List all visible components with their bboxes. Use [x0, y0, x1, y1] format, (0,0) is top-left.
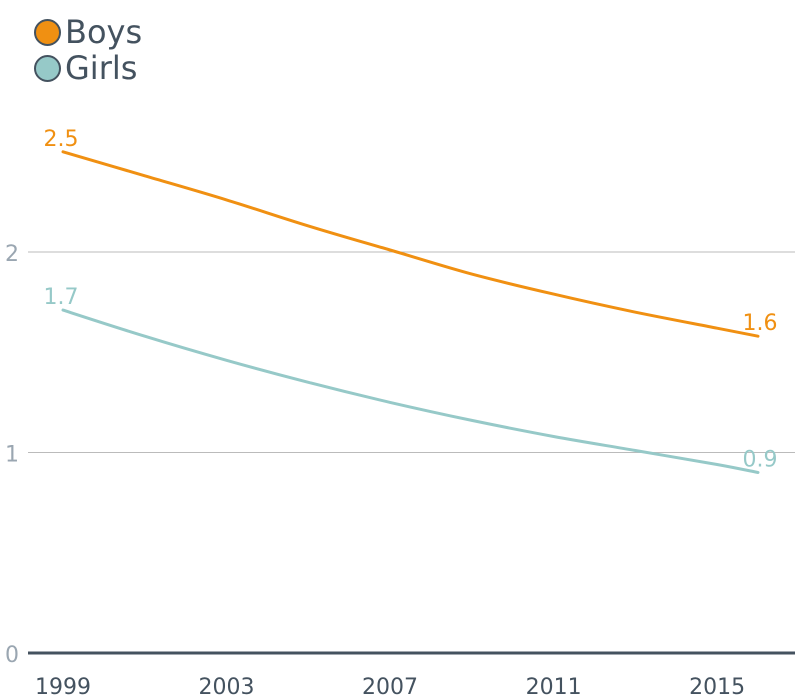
data-labels: 2.5 1.6 1.7 0.9 [44, 127, 778, 473]
x-axis-ticks: 1999 2003 2007 2011 2015 [35, 675, 745, 700]
y-tick-label: 1 [5, 443, 19, 468]
data-label-boys-start: 2.5 [44, 127, 79, 152]
legend-label-girls: Girls [65, 49, 138, 87]
x-tick-label: 2007 [362, 675, 418, 700]
data-label-girls-end: 0.9 [743, 448, 778, 473]
y-tick-label: 2 [5, 242, 19, 267]
data-label-boys-end: 1.6 [743, 311, 778, 336]
data-label-girls-start: 1.7 [44, 285, 79, 310]
legend-item-girls: Girls [34, 50, 142, 86]
series-line-girls [61, 308, 760, 474]
y-tick-label: 0 [5, 643, 19, 668]
x-tick-label: 1999 [35, 675, 91, 700]
gridlines [28, 251, 795, 453]
legend-label-boys: Boys [65, 13, 143, 51]
legend-item-boys: Boys [34, 14, 142, 50]
x-tick-label: 2011 [526, 675, 582, 700]
legend-swatch-boys [34, 18, 61, 46]
y-axis-ticks: 0 1 2 [5, 242, 19, 668]
series-line-boys [61, 150, 760, 338]
x-tick-label: 2015 [689, 675, 745, 700]
legend: Boys Girls [34, 14, 142, 86]
series-lines [61, 150, 760, 474]
x-tick-label: 2003 [199, 675, 255, 700]
legend-swatch-girls [34, 54, 61, 82]
